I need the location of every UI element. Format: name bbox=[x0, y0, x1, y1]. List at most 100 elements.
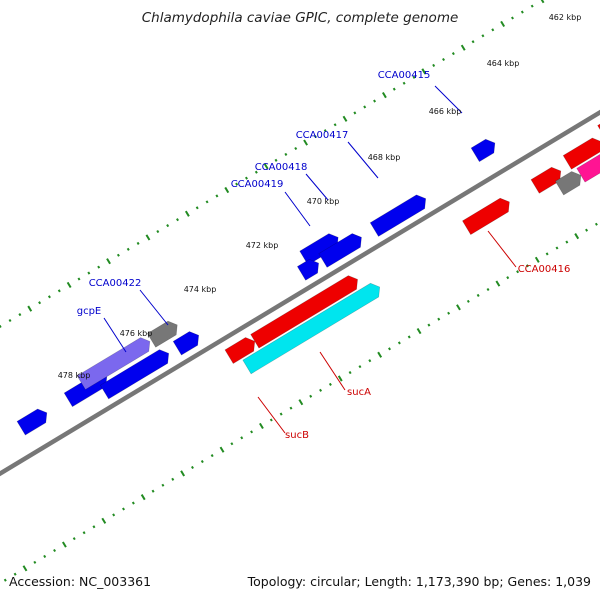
gene-sucB bbox=[242, 282, 381, 375]
tick-mark bbox=[530, 4, 534, 8]
tick-mark bbox=[303, 139, 308, 146]
tick-mark bbox=[313, 135, 317, 139]
tick-mark bbox=[437, 317, 441, 321]
label-leader-lines bbox=[103, 85, 517, 434]
leader-line bbox=[434, 85, 463, 114]
tick-mark bbox=[294, 146, 298, 151]
tick-mark bbox=[476, 293, 480, 297]
tick-mark bbox=[323, 129, 327, 133]
map-title: Chlamydophila caviae GPIC, complete geno… bbox=[141, 10, 459, 26]
tick-mark bbox=[412, 75, 416, 79]
scale-label: 472 kbp bbox=[246, 241, 279, 250]
scale-label: 464 kbp bbox=[487, 59, 520, 68]
gene-CCA00417 bbox=[369, 194, 427, 237]
gene-sucA bbox=[250, 275, 358, 349]
tick-mark bbox=[511, 16, 514, 20]
backbone-line bbox=[0, 109, 600, 477]
leader-line bbox=[487, 230, 517, 268]
tick-mark bbox=[319, 388, 323, 392]
gene-arrow bbox=[99, 349, 170, 400]
scale-labels: 462 kbp 464 kbp 466 kbp 468 kbp 470 kbp 472 k… bbox=[58, 13, 582, 380]
tick-mark bbox=[219, 446, 225, 453]
leader-line bbox=[103, 317, 127, 353]
tick-mark bbox=[122, 507, 125, 511]
tick-mark bbox=[87, 271, 91, 275]
tick-mark bbox=[333, 123, 337, 127]
tick-mark bbox=[140, 494, 146, 501]
tick-mark bbox=[224, 186, 230, 194]
tick-mark bbox=[486, 287, 490, 292]
tick-mark bbox=[388, 347, 391, 351]
genome-backbone bbox=[0, 109, 600, 477]
leader-line bbox=[284, 191, 311, 227]
scale-label: 474 kbp bbox=[184, 285, 217, 294]
tick-mark bbox=[269, 418, 273, 422]
tick-mark bbox=[190, 465, 194, 470]
tick-mark bbox=[574, 233, 580, 240]
gene-gcpE bbox=[76, 337, 151, 390]
tick-mark bbox=[77, 277, 81, 281]
tick-mark bbox=[279, 412, 283, 416]
tick-mark bbox=[382, 92, 387, 99]
tick-mark bbox=[471, 40, 475, 44]
tick-mark bbox=[184, 210, 190, 217]
gene-label: CCA00416 bbox=[518, 264, 571, 275]
tick-mark bbox=[363, 105, 367, 109]
tick-mark bbox=[101, 517, 107, 524]
tick-mark bbox=[156, 229, 160, 234]
tick-mark bbox=[555, 246, 559, 250]
leader-line bbox=[305, 173, 329, 201]
tick-mark bbox=[47, 295, 51, 299]
gene-label: CCA00418 bbox=[255, 162, 308, 173]
scale-label: 470 kbp bbox=[307, 197, 340, 206]
gene-arrow bbox=[16, 408, 48, 436]
gene-arrow bbox=[296, 259, 319, 281]
leader-line bbox=[319, 351, 346, 391]
tick-mark bbox=[136, 241, 140, 245]
tick-mark bbox=[540, 0, 545, 4]
scale-label: 468 kbp bbox=[368, 153, 401, 162]
tick-mark bbox=[38, 301, 42, 305]
tick-mark bbox=[166, 224, 170, 228]
gene-arrow bbox=[562, 137, 600, 170]
tick-mark bbox=[57, 289, 61, 293]
gene-CCA00422 bbox=[147, 320, 178, 348]
tick-mark bbox=[298, 399, 304, 406]
leader-line bbox=[257, 396, 286, 434]
tick-mark bbox=[377, 351, 383, 358]
gene-CCA00415 bbox=[470, 138, 496, 163]
tick-mark bbox=[337, 375, 343, 382]
gene-label: CCA00422 bbox=[89, 278, 142, 289]
tick-mark bbox=[263, 163, 269, 170]
tick-mark bbox=[402, 81, 406, 85]
tick-mark bbox=[53, 548, 57, 553]
scale-label: 462 kbp bbox=[549, 13, 582, 22]
tick-mark bbox=[466, 299, 470, 303]
tick-mark bbox=[274, 158, 278, 162]
gene-features bbox=[0, 123, 600, 442]
tick-mark bbox=[447, 311, 451, 315]
tick-mark bbox=[126, 247, 130, 251]
tick-mark bbox=[373, 99, 377, 103]
gene-arrow bbox=[172, 331, 200, 356]
tick-mark bbox=[235, 182, 239, 186]
tick-mark bbox=[33, 560, 37, 564]
tick-mark bbox=[131, 501, 135, 505]
gene-arrow bbox=[530, 166, 562, 194]
tick-mark bbox=[205, 200, 209, 204]
gene-arrow bbox=[576, 154, 600, 183]
tick-mark bbox=[97, 265, 101, 269]
tick-mark bbox=[442, 57, 445, 62]
gene-label: sucB bbox=[285, 430, 309, 441]
gene-label: CCA00419 bbox=[231, 179, 284, 190]
tick-mark bbox=[348, 371, 352, 375]
tick-mark bbox=[92, 525, 96, 529]
tick-mark bbox=[565, 240, 569, 244]
tick-mark bbox=[545, 252, 549, 256]
tick-mark bbox=[161, 483, 165, 487]
tick-mark bbox=[353, 111, 357, 115]
tick-mark bbox=[250, 430, 254, 434]
tick-mark bbox=[116, 253, 120, 257]
tick-mark bbox=[407, 335, 411, 339]
tick-mark bbox=[421, 68, 427, 75]
